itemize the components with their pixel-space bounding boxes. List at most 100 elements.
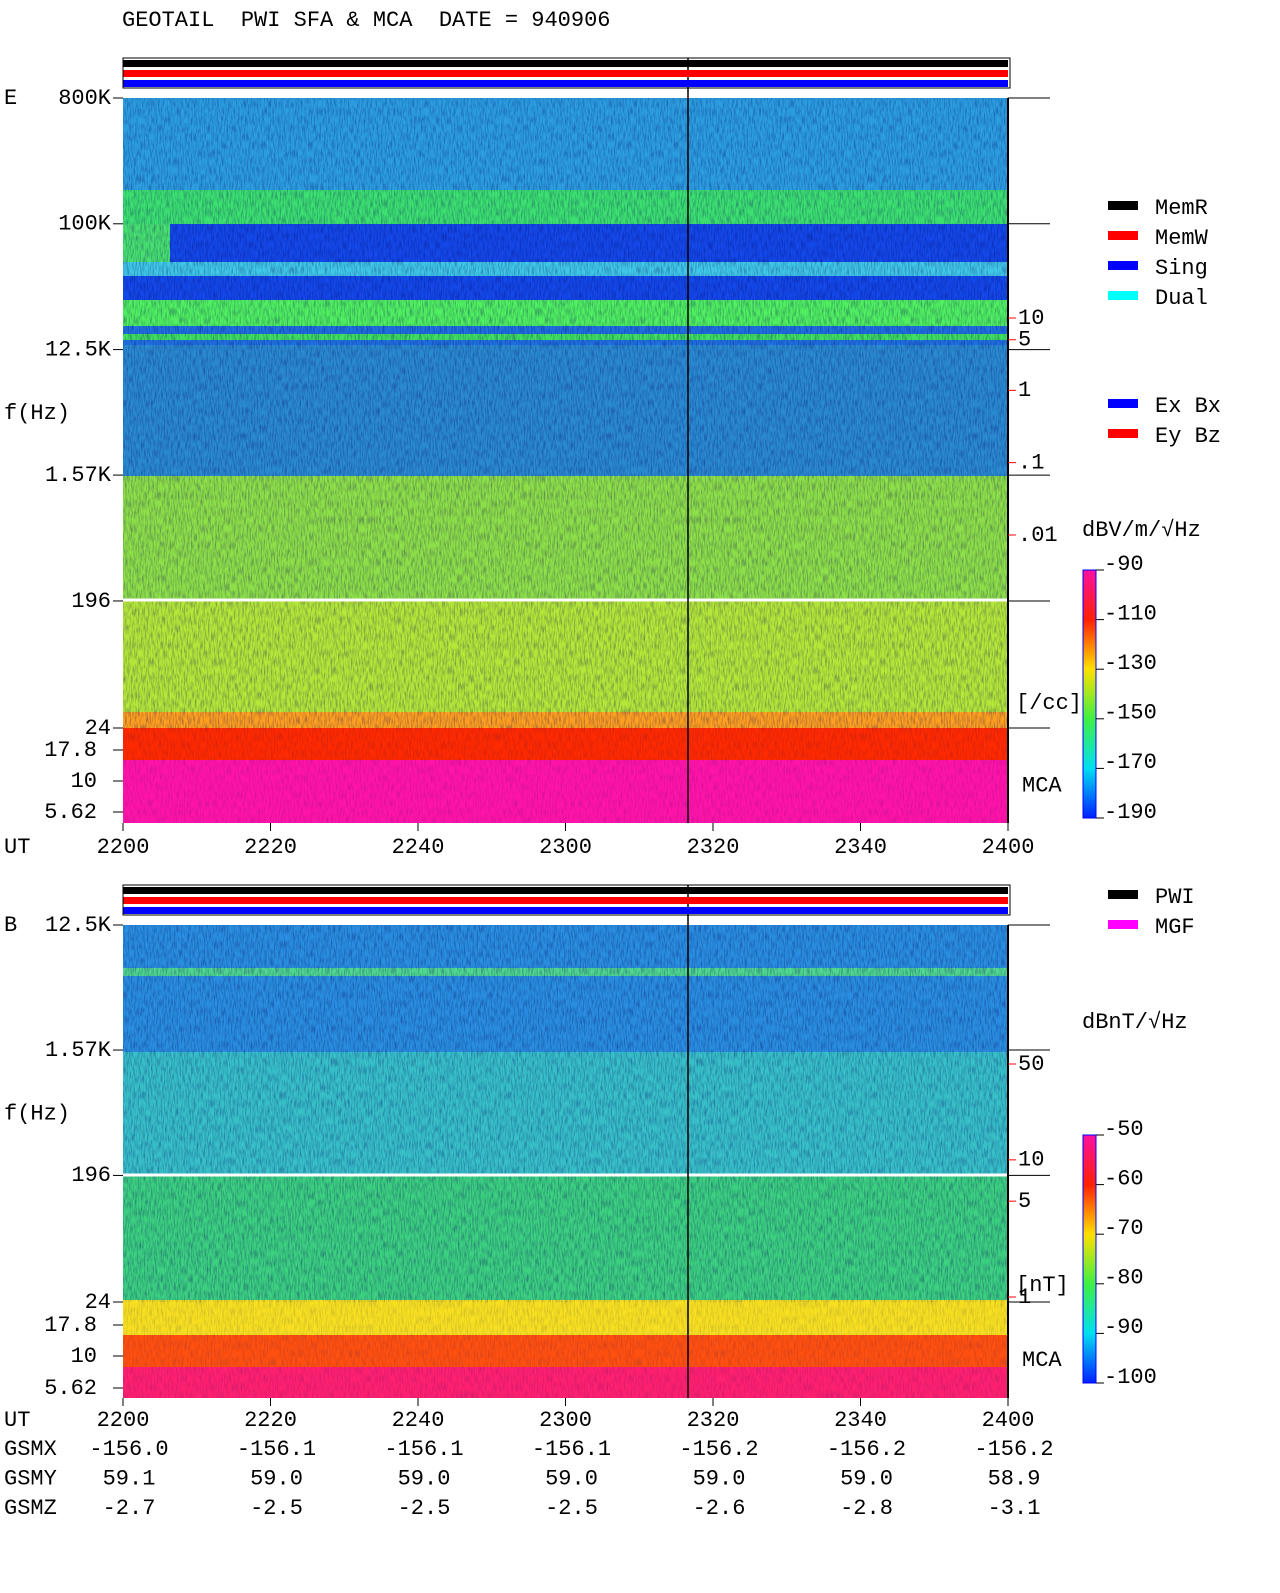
ephemeris-value: 59.0 [693,1466,746,1491]
colorbar [1082,569,1097,819]
status-bar [123,70,1008,77]
ephemeris-value: -2.7 [103,1496,156,1521]
page-title: GEOTAIL PWI SFA & MCA DATE = 940906 [122,8,610,33]
status-bar [123,907,1008,914]
spectrogram-texture [123,1302,1008,1398]
ephemeris-value: -156.2 [827,1437,906,1462]
mca-tick-label: 5.62 [44,800,97,825]
y2-tick-label: 50 [1018,1052,1044,1077]
y-tick-label: 24 [85,1290,111,1315]
colorbar-tick-label: -60 [1104,1166,1144,1191]
y2-unit: [/cc] [1016,691,1082,716]
y2-tick-label: 5 [1018,1189,1031,1214]
status-bar [123,60,1008,67]
ephemeris-value: -3.1 [988,1496,1041,1521]
x-tick-label: 2340 [834,1408,887,1433]
x-tick-label: 2300 [539,1408,592,1433]
y-axis-label: f(Hz) [4,401,70,426]
x-tick-label: 2240 [392,1408,445,1433]
ephemeris-value: -2.6 [693,1496,746,1521]
ephemeris-value: 59.0 [840,1466,893,1491]
colorbar-tick-label: -170 [1104,750,1157,775]
panel-label: B [4,913,17,938]
y-tick-label: 12.5K [45,913,112,938]
ephemeris-value: -156.1 [237,1437,316,1462]
y-tick-label: 800K [58,86,112,111]
legend-label: PWI [1155,885,1195,910]
legend-label: Ey Bz [1155,424,1221,449]
y2-tick-label: 1 [1018,378,1031,403]
colorbar-tick-label: -80 [1104,1266,1144,1291]
legend-swatch [1108,201,1138,210]
mca-tick-label: 17.8 [44,738,97,763]
ephemeris-name: GSMX [4,1437,57,1462]
status-bar [123,897,1008,904]
ephemeris-value: -156.1 [532,1437,611,1462]
x-tick-label: 2320 [687,835,740,860]
colorbar-tick-label: -110 [1104,601,1157,626]
x-tick-label: 2400 [982,835,1035,860]
status-frame [122,884,1011,916]
legend-swatch [1108,920,1138,929]
x-tick-label: 2220 [244,835,297,860]
status-bar [123,80,1008,87]
colorbar-tick-label: -150 [1104,701,1157,726]
y2-tick-label: .1 [1018,450,1044,475]
ephemeris-value: -2.5 [250,1496,303,1521]
y-tick-label: 196 [71,1163,111,1188]
legend-label: Ex Bx [1155,394,1221,419]
ephemeris-value: -2.5 [545,1496,598,1521]
ephemeris-value: 59.0 [545,1466,598,1491]
legend-swatch [1108,399,1138,408]
y2-tick-label: .01 [1018,523,1058,548]
y-axis-label: f(Hz) [4,1101,70,1126]
y2-tick-label: 10 [1018,1148,1044,1173]
y-tick-label: 24 [85,716,111,741]
x-tick-label: 2300 [539,835,592,860]
y-tick-label: 100K [58,212,112,237]
mca-tick-label: 17.8 [44,1313,97,1338]
colorbar-tick-label: -100 [1104,1365,1157,1390]
legend-swatch [1108,429,1138,438]
ephemeris-value: -2.5 [398,1496,451,1521]
x-axis-label: UT [4,835,30,860]
y2-unit: [nT] [1016,1273,1069,1298]
ephemeris-value: 59.0 [250,1466,303,1491]
ephemeris-value: 59.1 [103,1466,156,1491]
legend-swatch [1108,890,1138,899]
colorbar-tick-label: -50 [1104,1117,1144,1142]
colorbar-tick-label: -70 [1104,1216,1144,1241]
legend-label: MemW [1155,226,1209,251]
legend-swatch [1108,261,1138,270]
y-tick-label: 196 [71,589,111,614]
mca-label: MCA [1022,773,1062,798]
mca-tick-label: 10 [71,1344,97,1369]
x-tick-label: 2200 [97,1408,150,1433]
colorbar-tick-label: -130 [1104,651,1157,676]
spectrogram-texture [123,728,1008,823]
ephemeris-value: -156.2 [679,1437,758,1462]
ephemeris-value: -156.0 [89,1437,168,1462]
x-tick-label: 2220 [244,1408,297,1433]
ephemeris-value: -156.1 [384,1437,463,1462]
mca-label: MCA [1022,1348,1062,1373]
legend-swatch [1108,231,1138,240]
ephemeris-value: -2.8 [840,1496,893,1521]
legend-label: Sing [1155,256,1208,281]
spectrogram-texture [123,925,1008,1302]
legend-label: Dual [1155,286,1208,311]
y-tick-label: 1.57K [45,1038,112,1063]
status-frame [122,57,1011,89]
colorbar-label: dBnT/√Hz [1082,1010,1188,1035]
colorbar [1082,1134,1097,1384]
ephemeris-value: 59.0 [398,1466,451,1491]
x-tick-label: 2200 [97,835,150,860]
ephemeris-name: GSMZ [4,1496,57,1521]
legend-label: MGF [1155,915,1195,940]
legend-label: MemR [1155,196,1208,221]
x-tick-label: 2400 [982,1408,1035,1433]
ephemeris-value: -156.2 [974,1437,1053,1462]
colorbar-tick-label: -190 [1104,800,1157,825]
colorbar-tick-label: -90 [1104,552,1144,577]
